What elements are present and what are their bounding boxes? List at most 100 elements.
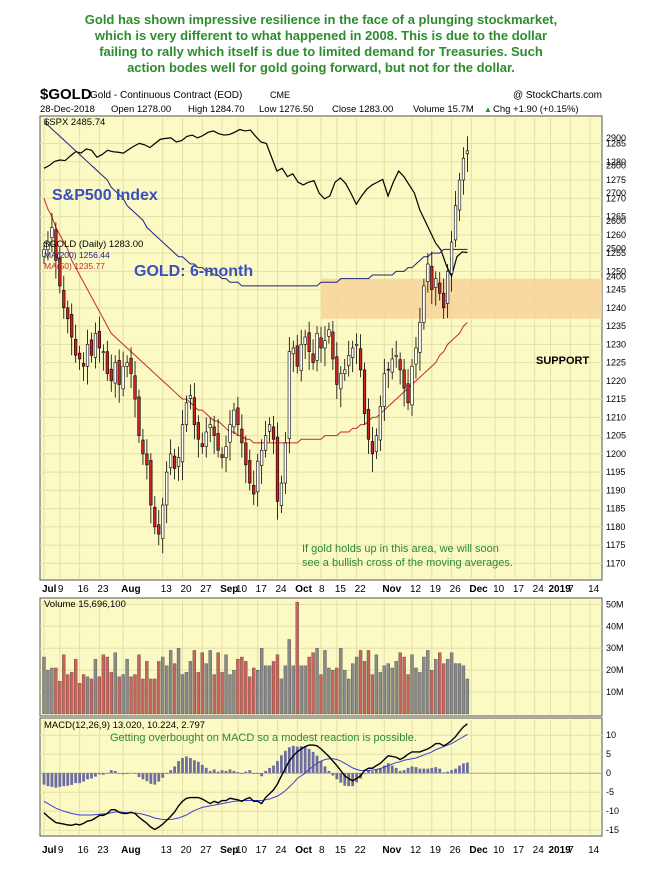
volume-bar [129,676,133,715]
quote-change: Chg +1.90 (+0.15%) [493,104,579,115]
macd-histogram-bar [208,770,212,774]
macd-histogram-bar [295,746,299,774]
candle-body [438,282,442,294]
volume-bar [442,663,446,715]
x-axis-label: Nov [382,845,401,856]
candle-body [390,358,394,373]
x-axis-label: 20 [181,845,193,856]
volume-bar [62,654,66,715]
candle-body [287,351,291,439]
candle-body [101,351,105,353]
candle-body [283,442,287,484]
macd-histogram-bar [62,773,66,787]
candle-body [228,424,232,443]
x-axis-label: 8 [319,845,325,856]
candle-body [216,433,220,451]
candle-body [279,482,284,507]
macd-tick-label: 0 [606,768,611,778]
candle-body [362,369,367,415]
volume-bar [263,665,268,715]
gold-tick-label: 1245 [606,285,626,295]
macd-histogram-bar [145,773,149,782]
macd-histogram-bar [418,768,422,774]
candle-body [414,347,418,365]
macd-histogram-bar [442,772,446,774]
volume-bar [137,654,141,715]
candle-body [275,436,280,502]
volume-bar [457,663,462,715]
volume-bar [402,656,406,715]
candle-body [157,524,161,535]
candle-body [85,344,90,367]
candle-body [386,368,390,371]
volume-bar [461,665,466,715]
macd-histogram-bar [422,768,426,774]
candle-body [105,351,109,374]
volume-bar [303,665,307,715]
volume-bar [145,661,149,715]
x-axis-label: 14 [588,584,600,595]
volume-bar [378,672,383,715]
candle-body [208,424,212,428]
volume-bar [434,659,438,715]
x-axis-label: 23 [97,845,109,856]
macd-histogram-bar [458,765,461,774]
volume-bar [343,670,347,715]
volume-bar [291,665,295,715]
macd-histogram-bar [386,763,390,774]
volume-bar [430,670,434,715]
macd-histogram-bar [426,768,430,774]
macd-histogram-bar [153,773,157,785]
volume-bar [323,650,327,715]
volume-bar [196,672,200,715]
candle-body [62,290,66,309]
x-axis-label: 7 [568,845,574,856]
volume-bar [81,674,86,715]
gold-tick-label: 1175 [606,540,625,550]
volume-bar [295,602,299,715]
volume-bar [287,639,291,715]
macd-histogram-bar [177,761,180,774]
spx-tick-label: 2700 [606,188,626,198]
volume-bar [117,676,121,715]
x-axis-label: 24 [275,584,287,595]
macd-histogram-bar [46,773,50,787]
candle-body [449,241,454,274]
macd-histogram-bar [149,773,153,784]
macd-histogram-bar [454,768,457,774]
macd-histogram-bar [406,767,410,774]
candle-body [66,307,70,320]
candle-body [347,355,351,366]
volume-bar [46,670,50,715]
x-axis-label: 10 [493,584,505,595]
volume-bar [176,648,181,715]
x-axis-label: 26 [450,584,462,595]
gold-tick-label: 1265 [606,212,626,222]
volume-bar [109,672,113,715]
macd-histogram-bar [173,766,176,774]
gold-tick-label: 1200 [606,449,626,459]
x-axis-label: 14 [588,845,600,856]
candle-body [172,455,177,469]
spx-tick-label: 2500 [606,244,626,254]
candle-body [248,460,252,484]
candle-body [97,330,101,349]
x-axis-label: Dec [469,584,488,595]
x-axis-label: 17 [513,584,525,595]
ma50-legend: MA(50) 1235.77 [44,261,105,271]
x-axis-label: 24 [533,845,545,856]
volume-bar [224,654,228,715]
macd-histogram-bar [323,766,327,774]
candle-body [303,336,307,345]
candle-body [422,285,426,323]
grid-layer [40,118,602,834]
volume-bar [271,661,276,715]
macd-histogram-bar [161,773,165,778]
volume-bar [299,665,303,715]
candle-body [93,333,98,358]
x-axis-label: 9 [58,845,64,856]
macd-histogram-bar [137,773,141,777]
macd-histogram-bar [371,771,374,774]
candle-body [121,365,125,390]
